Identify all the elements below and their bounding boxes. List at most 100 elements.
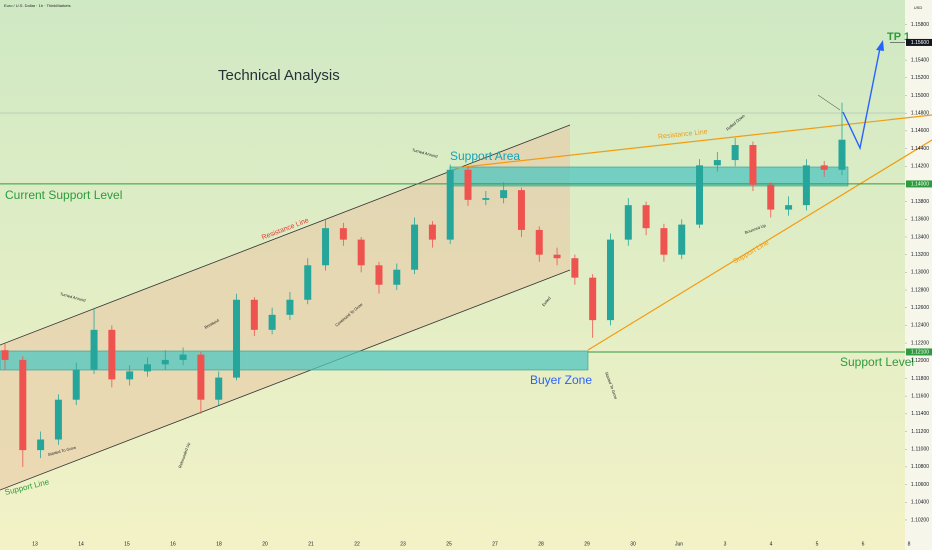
support-line <box>587 139 932 351</box>
x-tick-label: 29 <box>584 541 590 547</box>
candle-body <box>571 258 579 278</box>
candle-body <box>286 299 294 315</box>
y-tick-label: 1.11200 <box>911 429 929 435</box>
candle-body <box>1 350 9 360</box>
candle-body <box>642 205 650 229</box>
projection-arrow <box>842 47 881 151</box>
candle-body <box>696 165 704 225</box>
candle-body <box>731 145 739 161</box>
pointer <box>817 94 841 111</box>
currency: USD <box>914 5 923 10</box>
candle-body <box>500 190 508 199</box>
candle-body <box>446 169 454 240</box>
candle-body <box>108 329 116 380</box>
y-tick-label: 1.13800 <box>911 199 929 205</box>
candle-body <box>589 277 597 321</box>
y-tick-label: 1.10600 <box>911 482 929 488</box>
arrow-head <box>876 40 884 51</box>
candle-body <box>482 198 490 200</box>
y-tick-label: 1.13600 <box>911 217 929 223</box>
annotation: Support Level <box>840 355 914 369</box>
candle-body <box>304 265 312 300</box>
candle-body <box>37 439 45 451</box>
y-tick-label: 1.15000 <box>911 93 929 99</box>
y-tick-label: 1.11400 <box>911 411 929 417</box>
candle-body <box>802 165 810 206</box>
y-tick-label: 1.12000 <box>911 358 929 364</box>
resistance-line <box>454 114 932 169</box>
candle-body <box>428 224 436 240</box>
price-axis-panel <box>905 0 932 550</box>
candle-body <box>678 224 686 255</box>
y-tick-label: 1.14400 <box>911 146 929 152</box>
candle-body <box>179 354 187 360</box>
y-tick-label: 1.10800 <box>911 464 929 470</box>
candle-body <box>339 228 347 240</box>
y-tick-label: 1.13200 <box>911 252 929 258</box>
candle-body <box>161 359 169 365</box>
x-tick-label: 18 <box>216 541 222 547</box>
channel <box>0 125 570 490</box>
chart-title: Euro / U.S. Dollar · 1h · ThinkMarkets <box>4 3 71 8</box>
x-tick-label: 15 <box>124 541 130 547</box>
candle-body <box>197 354 205 400</box>
y-tick-label: 1.13400 <box>911 234 929 240</box>
x-tick-label: 4 <box>770 541 773 547</box>
channel-top <box>0 124 571 346</box>
annotation: Current Support Level <box>5 188 122 202</box>
candle-body <box>749 145 757 185</box>
x-tick-label: 27 <box>492 541 498 547</box>
y-tick-label: 1.12200 <box>911 340 929 346</box>
y-tick-label: 1.11600 <box>911 393 929 399</box>
candle-body <box>535 229 543 255</box>
buyer-zone <box>0 350 589 371</box>
candle-body <box>90 329 98 370</box>
candle-body <box>322 228 330 266</box>
x-tick-label: 20 <box>262 541 268 547</box>
price-label: 1.14000 <box>911 181 929 187</box>
x-tick-label: 8 <box>908 541 911 547</box>
candle-body <box>464 169 472 200</box>
x-tick-label: 28 <box>538 541 544 547</box>
y-tick-label: 1.10200 <box>911 517 929 523</box>
y-tick-label: 1.13000 <box>911 270 929 276</box>
y-tick-label: 1.14600 <box>911 128 929 134</box>
x-tick-label: 14 <box>78 541 84 547</box>
y-tick-label: 1.14800 <box>911 111 929 117</box>
candle-body <box>411 224 419 270</box>
candle-body <box>375 265 383 285</box>
candle-body <box>357 239 365 266</box>
price-label-box <box>906 180 932 188</box>
candle-body <box>19 359 27 451</box>
y-tick-label: 1.15800 <box>911 22 929 28</box>
annotation: Turned Around <box>411 147 438 159</box>
annotation: Technical Analysis <box>218 67 340 84</box>
y-tick-label: 1.15200 <box>911 75 929 81</box>
candle-body <box>126 371 134 380</box>
candle-body <box>820 165 828 170</box>
annotation: Support Area <box>450 149 520 163</box>
channel-bottom <box>0 269 571 491</box>
y-tick-label: 1.12800 <box>911 287 929 293</box>
y-tick-label: 1.10400 <box>911 500 929 506</box>
candle-body <box>624 205 632 240</box>
x-tick-label: 25 <box>446 541 452 547</box>
x-tick-label: 5 <box>816 541 819 547</box>
candle-body <box>233 299 241 378</box>
y-tick-label: 1.11000 <box>911 447 929 453</box>
annotation: Turned Around <box>59 291 86 303</box>
x-tick-label: 22 <box>354 541 360 547</box>
candle-body <box>767 184 775 210</box>
candle-body <box>143 364 151 372</box>
candle-body <box>215 377 223 400</box>
price-label: 1.12100 <box>911 349 929 355</box>
x-tick-label: 3 <box>724 541 727 547</box>
price-label: 1.15600 <box>911 40 929 46</box>
x-tick-label: Jun <box>675 541 683 547</box>
annotation: Buyer Zone <box>530 373 592 387</box>
annotation: TP 1 <box>887 31 910 43</box>
candle-body <box>838 139 846 170</box>
y-tick-label: 1.12400 <box>911 323 929 329</box>
candle-body <box>72 369 80 400</box>
